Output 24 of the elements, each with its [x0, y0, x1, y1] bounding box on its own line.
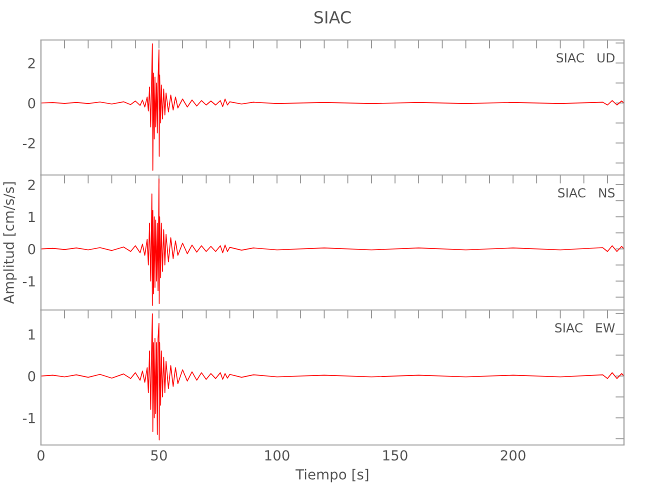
line-series	[40, 43, 624, 171]
line-series	[40, 178, 624, 306]
y-tick-label: 0	[28, 98, 36, 108]
y-tick-label: 0	[28, 371, 36, 382]
y-tick-label: 2	[28, 180, 35, 190]
annotation: SIAC NS	[558, 188, 615, 198]
x-tick-label: 100	[265, 450, 290, 461]
x-tick-label: 150	[383, 450, 408, 461]
y-tick-label: 2	[28, 58, 35, 68]
annotation: SIAC EW	[555, 323, 615, 333]
x-tick-label: 50	[151, 450, 167, 461]
y-tick-label: 1	[28, 329, 35, 340]
y-tick-label: 0	[28, 244, 36, 254]
line-series	[40, 313, 624, 440]
chart-title: SIAC	[314, 10, 351, 24]
y-axis-title: Amplitud [cm/s/s]	[3, 182, 17, 304]
y-tick-label: -1	[22, 276, 35, 286]
x-tick-label: 200	[500, 450, 526, 461]
y-tick-label: -1	[22, 412, 35, 424]
annotation: SIAC UD	[556, 53, 615, 63]
y-tick-label: -2	[22, 138, 35, 148]
y-tick-label: 1	[28, 212, 35, 222]
x-tick-label: 0	[37, 450, 44, 461]
x-axis-title: Tiempo [s]	[296, 468, 368, 482]
